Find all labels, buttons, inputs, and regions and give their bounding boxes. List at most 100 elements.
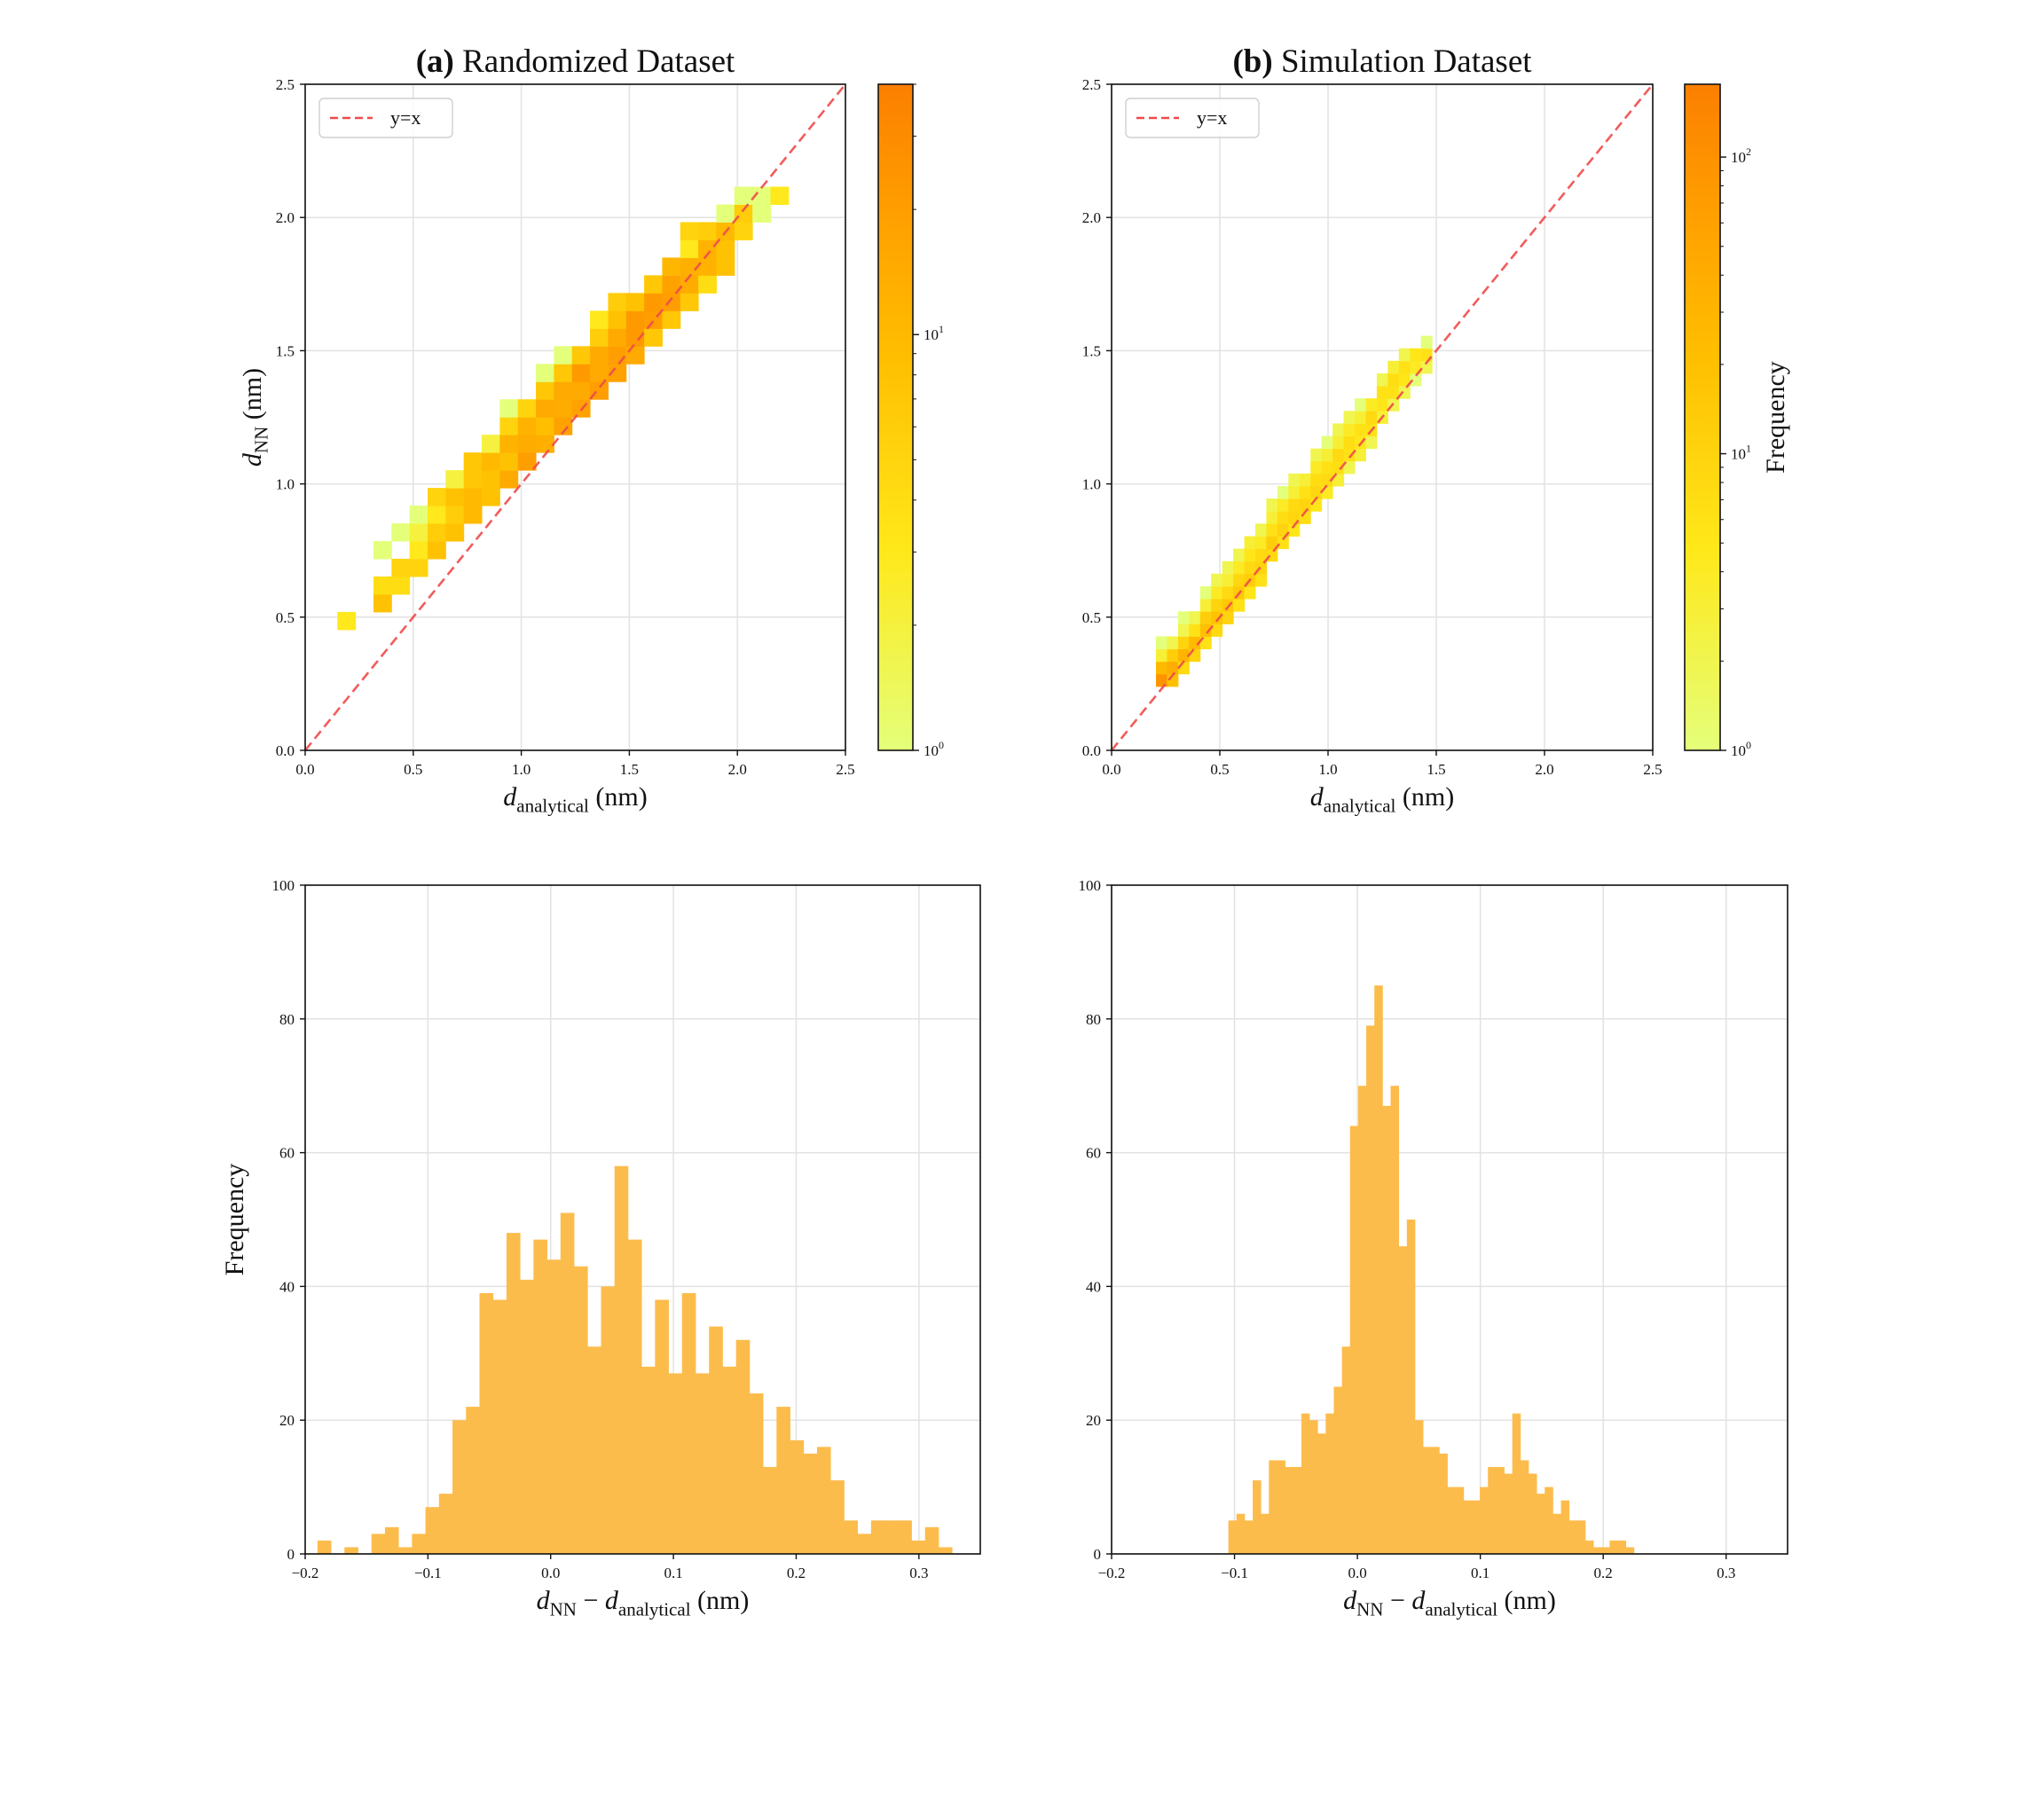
heatmap-cell <box>608 293 627 311</box>
heatmap-cell <box>1332 473 1345 487</box>
histogram-bar <box>1414 1420 1424 1554</box>
x-tick-label: 0.0 <box>541 1565 560 1581</box>
heatmap-cell <box>1244 548 1256 562</box>
tick-exponent: 1 <box>1746 443 1751 455</box>
histogram-bar <box>911 1540 926 1554</box>
x-tick-label: 0.0 <box>1102 761 1120 778</box>
histogram-bar <box>1309 1420 1318 1554</box>
heatmap-simulation: 0.0 0.5 1.0 1.5 2.0 2.5 0.0 0.5 1.0 1.5 2.0 2.5 y=x (… <box>1082 43 1790 817</box>
heatmap-cell <box>1376 398 1388 412</box>
heatmap-cell <box>1255 536 1267 550</box>
x-tick-label: 2.0 <box>1535 761 1553 778</box>
histogram-bar <box>1576 1520 1586 1554</box>
heatmap-cell <box>571 346 591 365</box>
heatmap-cell <box>1288 486 1301 499</box>
heatmap-cell <box>445 488 465 506</box>
heatmap-cell <box>499 452 519 471</box>
heatmap-cell <box>1222 573 1234 587</box>
colorbar-gradient <box>1684 83 1721 751</box>
y-axis-label: dNN (nm) <box>238 368 272 467</box>
y-tick-label: 40 <box>1086 1278 1101 1295</box>
x-tick-label: 0.1 <box>1471 1565 1490 1581</box>
x-tick-label: 2.0 <box>728 761 747 778</box>
heatmap-cell <box>1233 573 1246 587</box>
heatmap-cell <box>1332 435 1345 450</box>
histogram-bar <box>520 1279 534 1554</box>
heatmap-cell <box>517 417 537 435</box>
reference-line-y-equals-x <box>303 83 847 751</box>
heatmap-cell <box>1288 523 1301 537</box>
heatmap-cell <box>698 275 717 294</box>
heatmap-cell <box>1233 548 1246 562</box>
heatmap-cell <box>608 364 627 382</box>
legend: y=x <box>1125 98 1260 138</box>
heatmap-cell <box>517 452 537 471</box>
tick-exponent: 0 <box>1746 739 1751 751</box>
histogram-bar <box>560 1212 575 1554</box>
histogram-bar <box>884 1520 899 1554</box>
label-unit: (nm) <box>589 782 648 812</box>
heatmap-cell <box>1156 673 1167 687</box>
heatmap-cell <box>517 399 537 418</box>
heatmap-cell <box>1332 448 1345 462</box>
panel-title-text: Randomized Dataset <box>454 43 735 80</box>
heatmap-cell <box>482 452 500 471</box>
histogram-bar <box>1390 1086 1400 1554</box>
x-axis-label: dNN − danalytical (nm) <box>1343 1586 1556 1620</box>
y-tick-label: 100 <box>272 877 295 894</box>
heatmap-cell <box>1244 585 1256 600</box>
heatmap-cell <box>571 381 591 400</box>
tick-base: 10 <box>924 742 939 759</box>
heatmap-cell <box>1211 573 1223 587</box>
colorbar-gradient <box>877 83 914 751</box>
label-subscript: analytical <box>1425 1599 1497 1620</box>
panel-tag: (b) <box>1232 43 1272 80</box>
heatmap-cell <box>625 346 645 365</box>
histogram-bar <box>1244 1520 1254 1554</box>
histogram-bar <box>1496 1466 1505 1554</box>
tick-base: 10 <box>1731 446 1746 463</box>
heatmap-cell <box>1211 624 1223 637</box>
label-unit: (nm) <box>1497 1586 1556 1615</box>
heatmap-cell <box>554 346 573 365</box>
heatmap-cell <box>463 470 483 489</box>
histogram-bar <box>601 1286 616 1554</box>
heatmap-cell <box>1199 611 1212 624</box>
reference-line-y-equals-x <box>1110 83 1655 751</box>
heatmap-cell <box>1266 536 1278 550</box>
heatmap-cell <box>1266 523 1278 537</box>
heatmap-cell <box>662 310 681 329</box>
histogram-bar <box>1447 1487 1457 1554</box>
colorbar-tick-label: 100 <box>1731 739 1751 759</box>
heatmap-cell <box>752 186 771 205</box>
heatmap-cell <box>1266 498 1278 512</box>
heatmap-cell <box>391 523 411 542</box>
label-subscript: NN <box>1356 1599 1383 1620</box>
y-tick-label: 100 <box>1079 877 1102 894</box>
histogram-bar <box>1293 1466 1302 1554</box>
heatmap-cell <box>1365 411 1378 424</box>
histogram-bar <box>425 1507 440 1554</box>
heatmap-cell <box>1167 661 1179 675</box>
heatmap-cell <box>499 435 519 453</box>
histogram-bar <box>452 1420 467 1554</box>
heatmap-cell <box>1387 386 1400 399</box>
histogram-bar <box>1333 1386 1343 1554</box>
heatmap-cell <box>716 204 735 223</box>
histogram-bar <box>1601 1547 1610 1554</box>
histogram-bar <box>857 1534 872 1554</box>
tick-exponent: 0 <box>939 739 944 751</box>
heatmap-cell <box>517 435 537 453</box>
heatmap-cell <box>1420 335 1433 349</box>
heatmap-cell <box>1189 624 1201 637</box>
x-tick-label: 0.2 <box>787 1565 806 1581</box>
heatmap-cell <box>1310 460 1323 475</box>
histogram-bar <box>1269 1460 1277 1554</box>
histogram-bar <box>749 1393 764 1554</box>
heatmap-cell <box>1355 423 1366 437</box>
histogram-bar <box>816 1447 831 1554</box>
heatmap-cell <box>1233 561 1246 575</box>
heatmap-cell <box>1199 585 1212 600</box>
histogram-bar <box>574 1266 588 1554</box>
